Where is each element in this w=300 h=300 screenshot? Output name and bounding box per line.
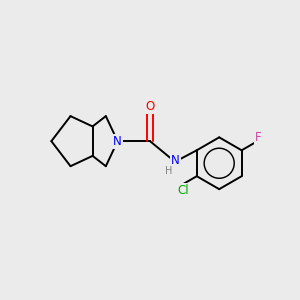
Text: H: H	[165, 166, 172, 176]
Text: F: F	[255, 131, 262, 144]
Text: N: N	[113, 135, 122, 148]
Text: Cl: Cl	[177, 184, 188, 197]
Text: O: O	[146, 100, 154, 113]
Text: N: N	[171, 154, 180, 167]
